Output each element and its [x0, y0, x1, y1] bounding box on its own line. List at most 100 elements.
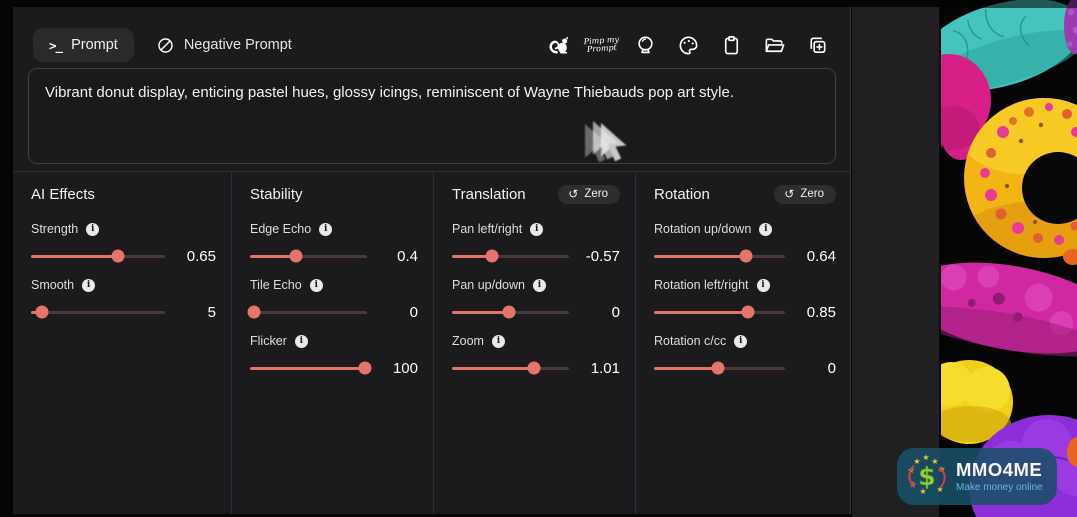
svg-text:$: $ [918, 462, 935, 491]
slider-track[interactable] [654, 249, 785, 263]
rotation-zero-button[interactable]: ↺ Zero [774, 184, 836, 204]
section-translation: Translation ↺ Zero Pan left/right i [433, 172, 635, 514]
slider-flicker: Flicker i 100 [250, 333, 418, 377]
slider-track[interactable] [654, 305, 785, 319]
slider-rotation-c-cc: Rotation c/cc i 0 [654, 333, 836, 377]
side-gutter [852, 7, 939, 517]
clipboard-icon[interactable] [718, 32, 744, 58]
slider-value: 0.64 [806, 247, 836, 265]
slider-thumb[interactable] [739, 249, 753, 263]
slider-label: Zoom [452, 334, 484, 348]
prompt-text: Vibrant donut display, enticing pastel h… [45, 84, 734, 101]
prompt-textarea[interactable]: Vibrant donut display, enticing pastel h… [28, 68, 836, 164]
slider-label: Tile Echo [250, 278, 302, 292]
dollar-stars-icon: $ ★★★ ★★ ★★★ [907, 454, 946, 496]
slider-value: 0.85 [806, 303, 836, 321]
tab-negative-prompt-label: Negative Prompt [183, 37, 292, 53]
slider-track[interactable] [452, 361, 569, 375]
terminal-icon: >_ [49, 37, 63, 53]
slider-pan-up-down: Pan up/down i 0 [452, 277, 620, 321]
watermark-subtitle: Make money online [956, 481, 1043, 493]
slider-label: Flicker [250, 334, 287, 348]
slider-thumb[interactable] [502, 305, 516, 319]
zero-label: Zero [800, 187, 824, 200]
slider-label: Rotation c/cc [654, 334, 727, 348]
tab-prompt-label: Prompt [71, 37, 118, 53]
slider-thumb[interactable] [247, 305, 260, 319]
slider-rotation-left-right: Rotation left/right i 0.85 [654, 277, 836, 321]
palette-icon[interactable] [675, 32, 701, 58]
slider-track[interactable] [452, 249, 569, 263]
section-rotation: Rotation ↺ Zero Rotation up/down i [635, 172, 851, 514]
info-icon[interactable]: i [491, 334, 505, 348]
slider-thumb[interactable] [741, 305, 755, 319]
info-icon[interactable]: i [86, 222, 100, 236]
pimp-my-prompt-icon[interactable]: Pimp my Prompt [584, 32, 620, 58]
section-title: Translation [452, 185, 526, 203]
slider-value: 1.01 [590, 359, 620, 377]
slider-value: 100 [392, 359, 418, 377]
info-icon[interactable]: i [82, 278, 96, 292]
slider-value: 0 [409, 303, 418, 321]
section-title: AI Effects [31, 185, 95, 203]
slider-track[interactable] [654, 361, 785, 375]
slider-tile-echo: Tile Echo i 0 [247, 277, 418, 321]
info-icon[interactable]: i [532, 278, 546, 292]
translation-zero-button[interactable]: ↺ Zero [558, 184, 620, 204]
slider-thumb[interactable] [358, 361, 372, 375]
info-icon[interactable]: i [309, 278, 323, 292]
slider-label: Edge Echo [250, 222, 312, 236]
info-icon[interactable]: i [734, 334, 748, 348]
slider-label: Smooth [31, 278, 75, 292]
slider-edge-echo: Edge Echo i 0.4 [250, 221, 418, 265]
slider-thumb[interactable] [527, 361, 541, 375]
open-folder-icon[interactable] [761, 32, 787, 58]
info-icon[interactable]: i [319, 222, 333, 236]
donut-artwork [941, 0, 1077, 517]
no-entry-icon [158, 37, 173, 53]
slider-thumb[interactable] [711, 361, 725, 375]
slider-track[interactable] [31, 249, 165, 263]
generation-settings-panel: >_ Prompt Negative Prompt [13, 7, 851, 514]
prompt-tab-bar: >_ Prompt Negative Prompt [33, 22, 842, 68]
info-icon[interactable]: i [530, 222, 544, 236]
preview-image [941, 0, 1077, 517]
slider-thumb[interactable] [35, 305, 49, 319]
svg-text:★: ★ [936, 485, 943, 494]
slider-track[interactable] [247, 305, 367, 319]
squirrel-icon[interactable] [546, 32, 572, 58]
slider-track[interactable] [250, 361, 372, 375]
info-icon[interactable]: i [759, 222, 773, 236]
slider-thumb[interactable] [485, 249, 499, 263]
slider-track[interactable] [452, 305, 569, 319]
tab-prompt[interactable]: >_ Prompt [33, 28, 134, 62]
slider-rotation-up-down: Rotation up/down i 0.64 [654, 221, 836, 265]
slider-track[interactable] [250, 249, 367, 263]
reset-icon: ↺ [784, 186, 795, 201]
svg-text:★: ★ [922, 454, 929, 462]
settings-sections: AI Effects Strength i 0.65 [13, 171, 851, 514]
mmo4me-watermark: $ ★★★ ★★ ★★★ MMO4ME Make money online [897, 448, 1057, 505]
copy-plus-icon[interactable] [804, 32, 830, 58]
slider-zoom: Zoom i 1.01 [452, 333, 620, 377]
section-ai-effects: AI Effects Strength i 0.65 [13, 172, 231, 514]
tab-negative-prompt[interactable]: Negative Prompt [150, 27, 298, 64]
info-icon[interactable]: i [294, 334, 308, 348]
watermark-title: MMO4ME [956, 459, 1043, 481]
info-icon[interactable]: i [756, 278, 770, 292]
slider-track[interactable] [31, 305, 165, 319]
slider-thumb[interactable] [111, 249, 125, 263]
slider-value: -0.57 [585, 247, 620, 265]
slider-value: 0 [827, 359, 836, 377]
crystal-ball-icon[interactable] [632, 32, 658, 58]
slider-value: 0 [611, 303, 620, 321]
slider-value: 0.65 [186, 247, 216, 265]
slider-thumb[interactable] [289, 249, 303, 263]
section-title: Rotation [654, 185, 710, 203]
pimp-line2: Prompt [586, 42, 618, 55]
slider-label: Rotation left/right [654, 278, 749, 292]
slider-value: 0.4 [397, 247, 418, 265]
section-stability: Stability Edge Echo i 0.4 [231, 172, 433, 514]
zero-label: Zero [584, 187, 608, 200]
